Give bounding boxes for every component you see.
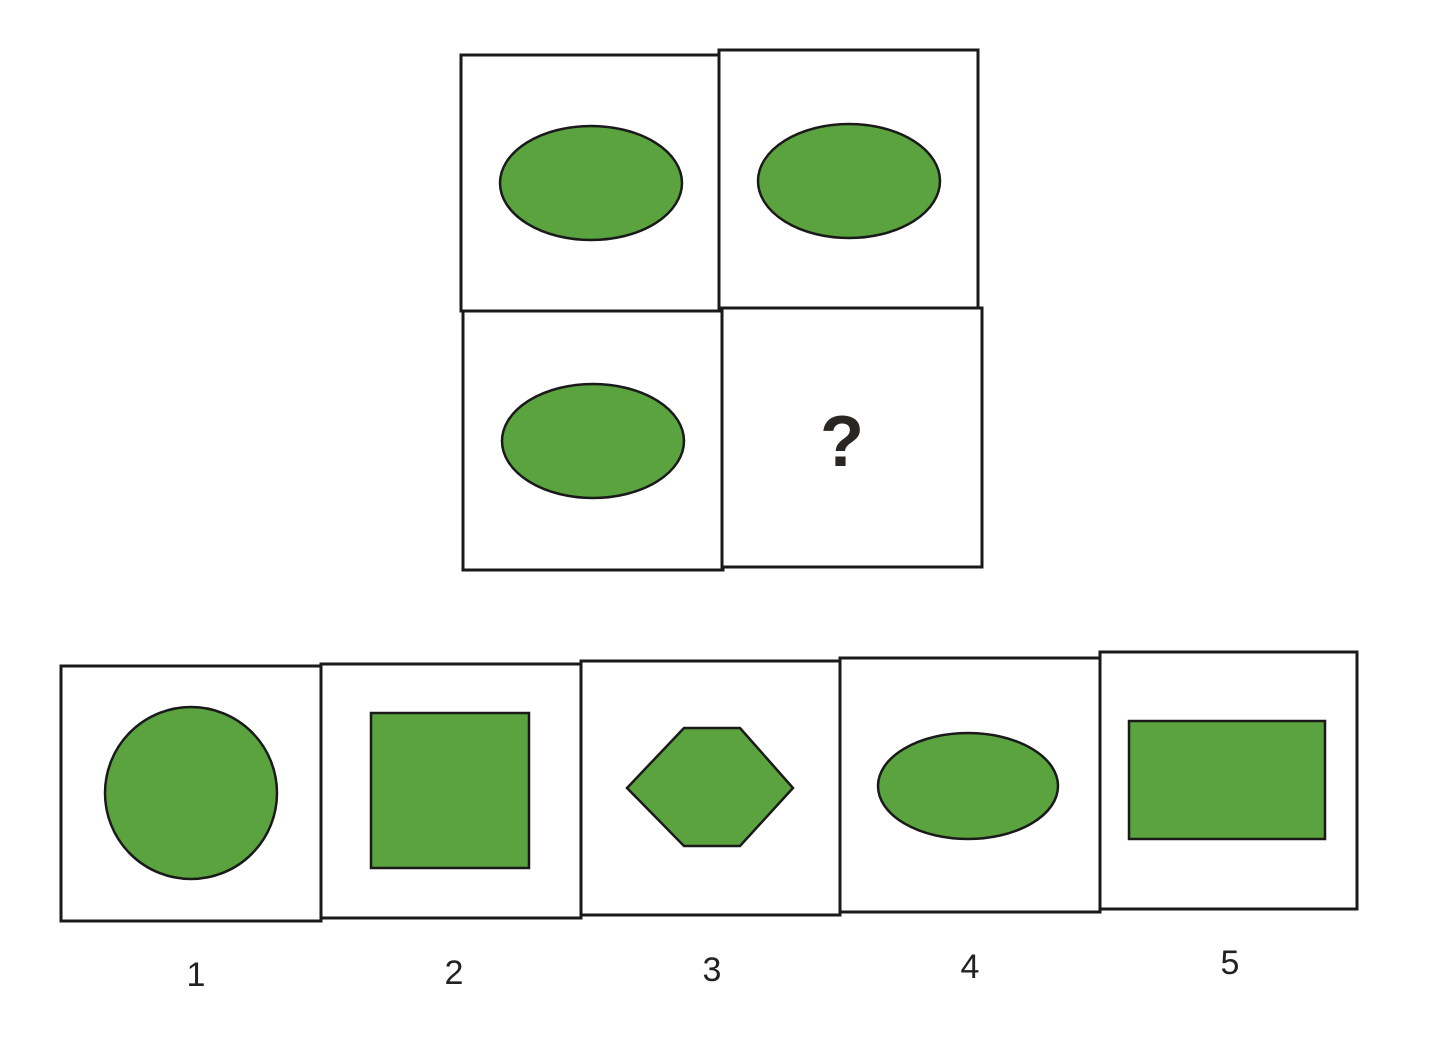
puzzle-cell-3 (461, 309, 725, 572)
option-label-2: 2 (445, 954, 464, 992)
puzzle-cell-missing: ? (720, 306, 984, 569)
option-label-3: 3 (703, 951, 722, 989)
option-1[interactable] (59, 664, 323, 923)
square-shape (369, 711, 531, 870)
option-2[interactable] (319, 662, 583, 920)
rectangle-shape (1127, 719, 1327, 841)
ellipse-shape (500, 382, 686, 500)
hexagon-shape (625, 726, 795, 848)
option-labels: 1 2 3 4 5 (187, 944, 1240, 994)
puzzle-grid: ? (459, 48, 984, 572)
puzzle-cell-2 (717, 48, 980, 310)
option-4[interactable] (838, 656, 1102, 914)
option-5[interactable] (1098, 650, 1359, 911)
ellipse-shape (498, 124, 684, 242)
option-label-5: 5 (1221, 944, 1240, 982)
circle-shape (103, 705, 279, 881)
option-label-1: 1 (187, 956, 206, 994)
answer-options (59, 650, 1359, 923)
question-mark: ? (820, 402, 864, 482)
option-3[interactable] (579, 659, 842, 917)
puzzle-cell-1 (459, 53, 721, 313)
ellipse-shape (756, 122, 942, 240)
ellipse-shape (876, 731, 1060, 841)
option-label-4: 4 (961, 948, 980, 986)
